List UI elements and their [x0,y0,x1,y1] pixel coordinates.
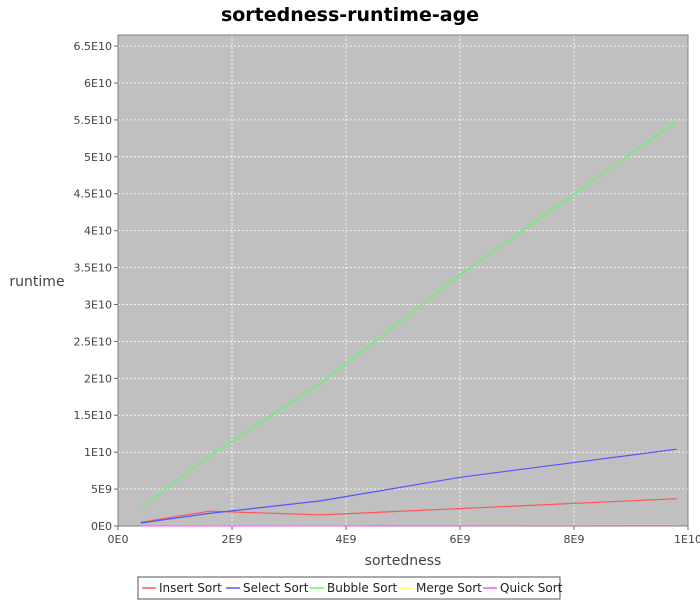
x-tick-label: 4E9 [336,533,357,546]
y-tick-label: 5.5E10 [74,114,112,127]
y-tick-label: 0E0 [91,520,112,533]
chart-title: sortedness-runtime-age [221,4,479,26]
y-tick-label: 6E10 [84,77,112,90]
y-tick-label: 4E10 [84,225,112,238]
y-tick-label: 4.5E10 [74,188,112,201]
y-axis-label: runtime [9,274,64,290]
y-tick-label: 5E9 [91,483,112,496]
y-tick-label: 2E10 [84,372,112,385]
y-tick-label: 3E10 [84,298,112,311]
y-tick-label: 6.5E10 [74,40,112,53]
legend-label-bubble-sort: Bubble Sort [327,581,397,595]
plot-area: 0E0 5E9 1E10 1.5E10 2E10 2.5E10 3E10 3.5E10 4E10… [74,35,700,546]
x-tick-label: 2E9 [222,533,243,546]
legend-label-quick-sort: Quick Sort [500,581,563,595]
x-tick-label: 1E10 [674,533,700,546]
x-tick-label: 8E9 [564,533,585,546]
legend-label-merge-sort: Merge Sort [416,581,482,595]
x-tick-label: 0E0 [108,533,129,546]
x-tick-label: 6E9 [450,533,471,546]
y-tick-label: 5E10 [84,151,112,164]
y-tick-label: 3.5E10 [74,262,112,275]
y-tick-label: 1.5E10 [74,409,112,422]
y-tick-label: 2.5E10 [74,335,112,348]
legend-label-insert-sort: Insert Sort [159,581,222,595]
legend-label-select-sort: Select Sort [243,581,309,595]
legend: Insert Sort Select Sort Bubble Sort Merge S… [138,577,563,599]
x-axis-label: sortedness [365,553,442,569]
y-tick-label: 1E10 [84,446,112,459]
